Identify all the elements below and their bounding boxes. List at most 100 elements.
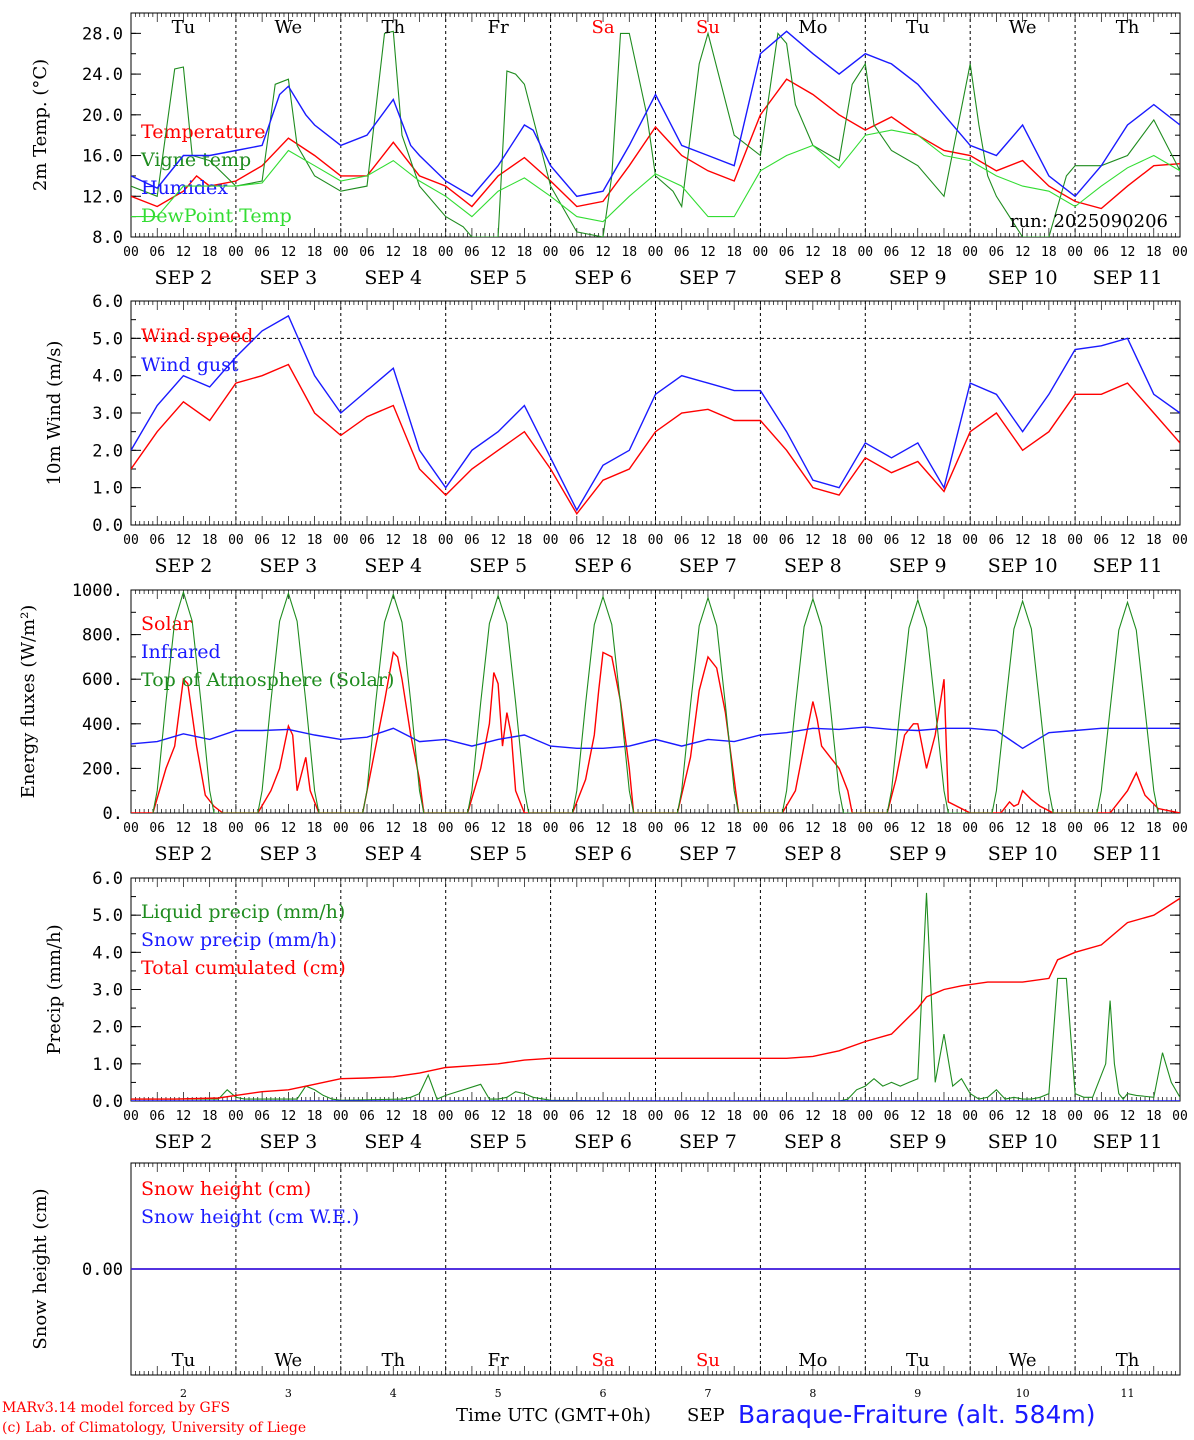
- x-hour-label: 06: [569, 245, 585, 260]
- day-number-label: 4: [390, 1387, 397, 1400]
- day-name-top: Tu: [172, 17, 196, 38]
- x-hour-label: 00: [123, 821, 139, 836]
- x-hour-label: 18: [202, 245, 218, 260]
- x-hour-label: 00: [1067, 245, 1083, 260]
- x-hour-label: 06: [1093, 821, 1109, 836]
- y-tick-label: 20.0: [82, 106, 123, 126]
- x-hour-label: 12: [910, 1109, 926, 1124]
- y-tick-label: 5.0: [92, 906, 123, 926]
- panel-5: 0.00 Snow height (cm) Snow height (cm) Snow…: [30, 1162, 1181, 1400]
- x-date-label: SEP 2: [155, 843, 213, 865]
- day-name-bottom: Tu: [906, 1350, 930, 1371]
- y-tick-label: 12.0: [82, 187, 123, 207]
- x-hour-label: 00: [753, 245, 769, 260]
- legend-liquid-precip-mm-h: Liquid precip (mm/h): [141, 901, 345, 923]
- x-date-label: SEP 8: [784, 843, 842, 865]
- x-hour-label: 00: [962, 245, 978, 260]
- x-hour-label: 06: [359, 245, 375, 260]
- x-hour-label: 00: [1067, 1109, 1083, 1124]
- x-hour-label: 06: [989, 1109, 1005, 1124]
- x-hour-label: 00: [1172, 245, 1188, 260]
- y-tick-label: 6.0: [92, 869, 123, 889]
- x-date-label: SEP 4: [364, 267, 422, 289]
- day-number-label: 5: [495, 1387, 502, 1400]
- x-hour-label: 12: [490, 245, 506, 260]
- x-hour-label: 12: [700, 1109, 716, 1124]
- y-axis-label: Precip (mm/h): [44, 924, 65, 1054]
- x-hour-label: 06: [674, 533, 690, 548]
- day-number-label: 3: [285, 1387, 292, 1400]
- x-hour-label: 00: [123, 245, 139, 260]
- y-tick-label: 28.0: [82, 24, 123, 44]
- series-line-solar: [131, 650, 1180, 813]
- panel-3: 0. 200. 400. 600. 800. 1000. Energy fluxes (W/…: [18, 581, 1188, 865]
- x-hour-label: 00: [228, 245, 244, 260]
- series-line-vigne-temp: [131, 30, 1180, 237]
- x-date-label: SEP 8: [784, 1131, 842, 1153]
- series-line-humidex: [131, 30, 1180, 198]
- x-date-label: SEP 3: [259, 1131, 317, 1153]
- x-date-label: SEP 10: [988, 555, 1058, 577]
- y-tick-label: 6.0: [92, 292, 123, 312]
- x-hour-label: 00: [1172, 821, 1188, 836]
- x-date-label: SEP 9: [889, 267, 947, 289]
- x-hour-label: 06: [989, 821, 1005, 836]
- legend-total-cumulated-cm: Total cumulated (cm): [141, 957, 346, 979]
- x-hour-label: 12: [1015, 245, 1031, 260]
- x-hour-label: 00: [1067, 533, 1083, 548]
- x-hour-label: 06: [674, 821, 690, 836]
- day-name-bottom: We: [275, 1350, 303, 1371]
- x-hour-label: 12: [281, 821, 297, 836]
- legend-snow-precip-mm-h: Snow precip (mm/h): [141, 929, 337, 951]
- day-number-label: 9: [914, 1387, 921, 1400]
- x-hour-label: 00: [543, 1109, 559, 1124]
- x-hour-label: 12: [490, 1109, 506, 1124]
- x-hour-label: 00: [333, 533, 349, 548]
- x-hour-label: 00: [543, 245, 559, 260]
- day-name-top: Su: [696, 17, 720, 38]
- x-hour-label: 06: [989, 533, 1005, 548]
- x-hour-label: 00: [333, 821, 349, 836]
- x-date-label: SEP 6: [574, 555, 632, 577]
- day-name-bottom: Sa: [592, 1350, 615, 1371]
- x-hour-label: 18: [621, 1109, 637, 1124]
- x-hour-label: 18: [307, 821, 323, 836]
- x-hour-label: 00: [228, 1109, 244, 1124]
- series-line-top-of-atmosphere-solar: [152, 590, 1159, 813]
- x-date-label: SEP 3: [259, 555, 317, 577]
- x-hour-label: 18: [517, 1109, 533, 1124]
- y-tick-label: 0.0: [92, 516, 123, 536]
- x-date-label: SEP 7: [679, 267, 737, 289]
- day-number-label: 10: [1016, 1387, 1030, 1400]
- x-hour-label: 18: [1146, 821, 1162, 836]
- y-tick-label: 200.: [82, 759, 123, 779]
- x-hour-label: 06: [464, 1109, 480, 1124]
- y-axis-label: Energy fluxes (W/m²): [18, 605, 39, 799]
- legend-top-of-atmosphere-solar: Top of Atmosphere (Solar): [141, 669, 394, 691]
- x-hour-label: 12: [385, 533, 401, 548]
- x-hour-label: 06: [464, 245, 480, 260]
- x-hour-label: 06: [359, 1109, 375, 1124]
- x-hour-label: 00: [543, 533, 559, 548]
- x-hour-label: 18: [202, 1109, 218, 1124]
- x-hour-label: 00: [753, 533, 769, 548]
- series-line-wind-gust: [131, 314, 1180, 512]
- day-name-top: Th: [1116, 17, 1140, 38]
- series-line-dewpoint-temp: [131, 129, 1180, 223]
- x-date-label: SEP 11: [1093, 555, 1163, 577]
- x-hour-label: 06: [149, 821, 165, 836]
- x-hour-label: 12: [1120, 821, 1136, 836]
- x-hour-label: 06: [149, 1109, 165, 1124]
- y-tick-label: 4.0: [92, 367, 123, 387]
- y-tick-label: 400.: [82, 715, 123, 735]
- x-hour-label: 12: [281, 245, 297, 260]
- x-hour-label: 00: [857, 1109, 873, 1124]
- y-tick-label: 0.: [103, 804, 123, 824]
- x-hour-label: 12: [1120, 1109, 1136, 1124]
- legend-wind-gust: Wind gust: [141, 354, 239, 376]
- x-hour-label: 18: [831, 533, 847, 548]
- x-hour-label: 18: [831, 1109, 847, 1124]
- x-date-label: SEP 7: [679, 1131, 737, 1153]
- x-date-label: SEP 4: [364, 555, 422, 577]
- day-name-bottom: We: [1009, 1350, 1037, 1371]
